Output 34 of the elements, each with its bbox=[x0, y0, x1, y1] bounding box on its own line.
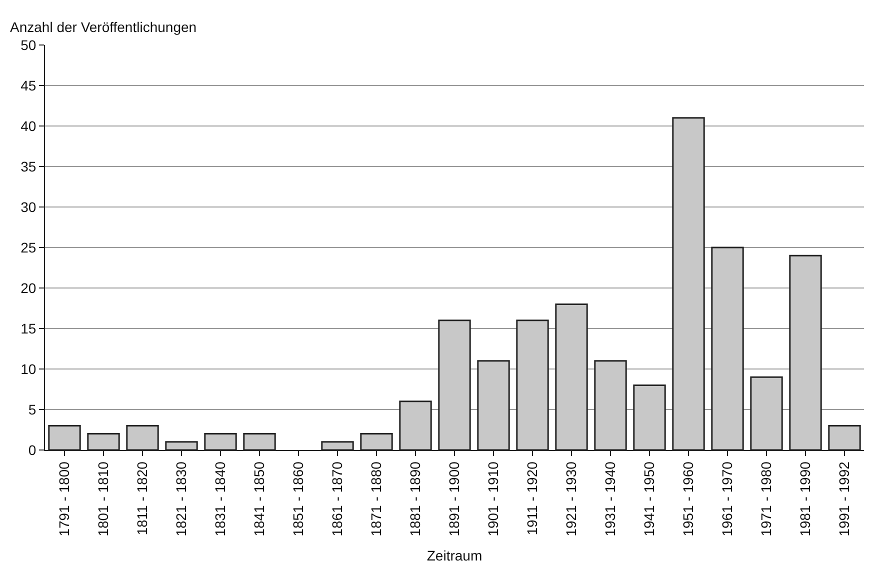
x-tick-label: 1971 - 1980 bbox=[758, 461, 774, 536]
x-tick-label: 1791 - 1800 bbox=[56, 461, 72, 536]
y-tick-label: 5 bbox=[28, 401, 36, 418]
x-tick-label: 1951 - 1960 bbox=[680, 461, 696, 536]
y-tick-label: 50 bbox=[20, 36, 36, 53]
y-tick-label: 30 bbox=[20, 198, 36, 215]
x-tick-label: 1881 - 1890 bbox=[407, 461, 424, 536]
x-tick-label: 1831 - 1840 bbox=[212, 461, 228, 536]
x-tick-label: 1981 - 1990 bbox=[797, 461, 814, 536]
x-tick-label: 1991 - 1992 bbox=[836, 461, 852, 536]
x-tick-label: 1841 - 1850 bbox=[251, 461, 268, 536]
y-tick-label: 0 bbox=[28, 442, 36, 458]
x-tick-label: 1961 - 1970 bbox=[719, 461, 736, 536]
y-tick-label: 25 bbox=[20, 239, 36, 256]
y-tick-label: 40 bbox=[20, 118, 36, 134]
y-tick-label: 45 bbox=[20, 77, 36, 94]
x-tick-label: 1821 - 1830 bbox=[173, 461, 190, 536]
y-tick-label: 35 bbox=[20, 158, 36, 174]
y-tick-label: 15 bbox=[20, 320, 36, 336]
x-tick-label: 1871 - 1880 bbox=[368, 461, 384, 536]
x-tick-label: 1811 - 1820 bbox=[134, 461, 150, 536]
x-tick-label: 1921 - 1930 bbox=[563, 461, 580, 536]
x-tick-label: 1941 - 1950 bbox=[641, 461, 658, 536]
x-tick-label: 1931 - 1940 bbox=[602, 461, 618, 536]
y-tick-label: 10 bbox=[20, 360, 36, 377]
y-tick-label: 20 bbox=[20, 280, 36, 296]
x-tick-label: 1891 - 1900 bbox=[446, 461, 462, 536]
x-tick-label: 1801 - 1810 bbox=[95, 461, 112, 536]
x-axis-title: Zeitraum bbox=[426, 548, 482, 564]
x-tick-label: 1911 - 1920 bbox=[524, 461, 540, 536]
x-tick-label: 1861 - 1870 bbox=[329, 461, 346, 536]
y-axis-title: Anzahl der Veröffentlichungen bbox=[10, 19, 197, 35]
x-tick-label: 1901 - 1910 bbox=[485, 461, 502, 536]
x-tick-label: 1851 - 1860 bbox=[290, 461, 306, 536]
